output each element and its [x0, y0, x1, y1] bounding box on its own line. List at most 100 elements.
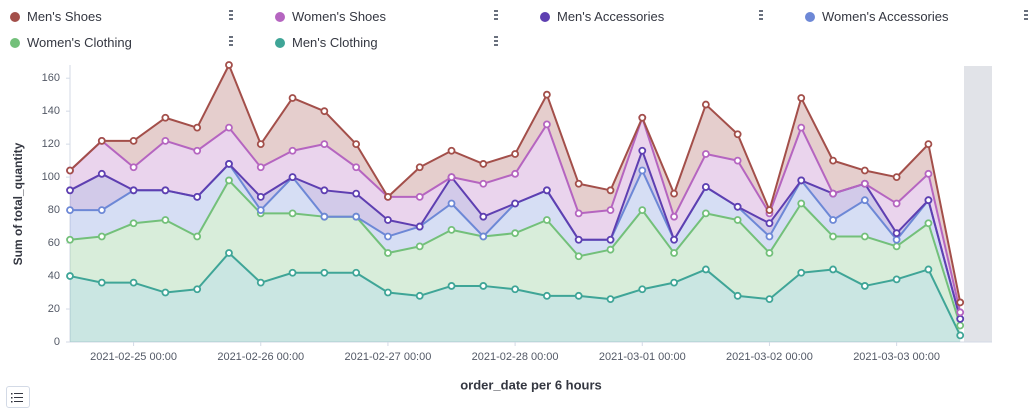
- point: [765, 232, 774, 241]
- point: [320, 140, 329, 149]
- point: [701, 209, 710, 218]
- point: [288, 268, 297, 277]
- legend-swatch: [540, 12, 550, 22]
- point: [320, 186, 329, 195]
- point: [66, 272, 74, 280]
- legend-label: Men's Shoes: [27, 9, 102, 24]
- point: [288, 146, 297, 155]
- point: [415, 291, 424, 300]
- point: [511, 229, 520, 238]
- point: [479, 179, 488, 188]
- point: [447, 173, 456, 182]
- legend-label: Men's Clothing: [292, 35, 378, 50]
- point: [670, 278, 678, 287]
- legend-toggle[interactable]: [6, 386, 30, 408]
- point: [66, 166, 74, 175]
- point: [415, 222, 424, 231]
- legend-menu[interactable]: [758, 8, 764, 22]
- point: [956, 308, 965, 317]
- point: [256, 206, 265, 214]
- point: [829, 232, 837, 241]
- y-tick-label: 20: [48, 303, 60, 315]
- point: [542, 120, 551, 129]
- point: [479, 232, 488, 241]
- points: [66, 61, 965, 340]
- legend-menu[interactable]: [228, 8, 234, 22]
- legend-swatch: [10, 38, 20, 48]
- point: [288, 209, 297, 218]
- point: [193, 285, 202, 294]
- point: [66, 186, 74, 195]
- point: [511, 150, 520, 158]
- legend-item[interactable]: Men's Shoes: [0, 6, 240, 28]
- point: [97, 232, 106, 241]
- point: [384, 288, 392, 297]
- legend-menu[interactable]: [493, 8, 499, 22]
- legend-menu[interactable]: [493, 34, 499, 48]
- point: [288, 94, 297, 102]
- menu-dot: [229, 44, 233, 46]
- menu-dot: [229, 18, 233, 20]
- point: [574, 179, 583, 188]
- point: [129, 163, 138, 172]
- point: [479, 282, 488, 290]
- y-tick-label: 80: [48, 204, 60, 216]
- area: [70, 163, 961, 326]
- point: [225, 160, 233, 168]
- point: [384, 216, 392, 224]
- point: [733, 202, 742, 211]
- menu-dot: [229, 14, 233, 16]
- legend-item[interactable]: Women's Accessories: [795, 6, 1034, 28]
- point: [892, 173, 901, 182]
- menu-dot: [1024, 14, 1028, 16]
- legend-label: Women's Accessories: [822, 9, 949, 24]
- point: [638, 285, 647, 294]
- legend-swatch: [275, 38, 285, 48]
- point: [352, 212, 361, 221]
- point: [225, 61, 233, 69]
- menu-dot: [759, 14, 763, 16]
- point: [256, 163, 265, 172]
- legend-menu[interactable]: [228, 34, 234, 48]
- point: [860, 179, 869, 188]
- point: [733, 156, 742, 165]
- menu-dot: [494, 10, 498, 12]
- legend-label: Men's Accessories: [557, 9, 665, 24]
- x-tick-label: 2021-03-02 00:00: [726, 351, 813, 363]
- point: [765, 206, 774, 214]
- x-tick-label: 2021-02-25 00:00: [90, 351, 177, 363]
- point: [161, 113, 170, 122]
- point: [797, 199, 806, 208]
- point: [606, 245, 615, 254]
- point: [447, 282, 456, 290]
- point: [701, 265, 710, 274]
- legend-item[interactable]: Women's Clothing: [0, 32, 240, 54]
- point: [479, 160, 488, 168]
- x-tick-label: 2021-03-01 00:00: [599, 351, 686, 363]
- point: [670, 235, 678, 244]
- point: [956, 298, 965, 307]
- point: [129, 278, 138, 287]
- point: [161, 186, 170, 195]
- legend-item[interactable]: Men's Clothing: [265, 32, 505, 54]
- menu-dot: [494, 44, 498, 46]
- point: [256, 193, 265, 201]
- point: [574, 209, 583, 218]
- point: [320, 268, 329, 277]
- legend-swatch: [275, 12, 285, 22]
- point: [447, 225, 456, 234]
- point: [352, 163, 361, 172]
- point: [447, 199, 456, 208]
- point: [384, 193, 392, 201]
- legend-item[interactable]: Women's Shoes: [265, 6, 505, 28]
- y-tick-label: 120: [42, 138, 60, 150]
- point: [956, 321, 965, 330]
- y-tick-label: 100: [42, 171, 60, 183]
- legend-menu[interactable]: [1023, 8, 1029, 22]
- point: [542, 90, 551, 99]
- legend-item[interactable]: Men's Accessories: [530, 6, 770, 28]
- point: [320, 107, 329, 116]
- point: [542, 216, 551, 224]
- point: [638, 166, 647, 175]
